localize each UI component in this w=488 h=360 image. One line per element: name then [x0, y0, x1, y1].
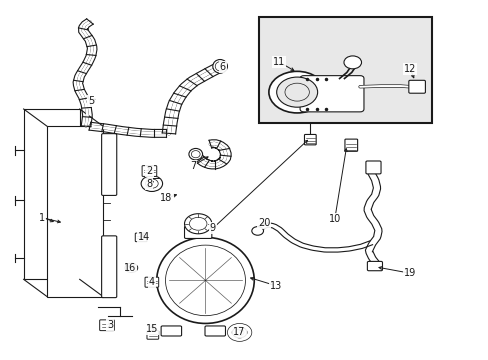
- Circle shape: [184, 214, 211, 234]
- FancyBboxPatch shape: [161, 326, 181, 336]
- FancyBboxPatch shape: [100, 320, 114, 330]
- FancyBboxPatch shape: [408, 80, 425, 93]
- Text: 2: 2: [146, 166, 152, 176]
- Text: 6: 6: [219, 62, 225, 72]
- Ellipse shape: [157, 237, 254, 323]
- Ellipse shape: [188, 148, 202, 160]
- Text: 18: 18: [160, 193, 172, 203]
- FancyBboxPatch shape: [147, 330, 158, 339]
- Text: 10: 10: [328, 215, 340, 224]
- FancyBboxPatch shape: [204, 326, 225, 336]
- FancyBboxPatch shape: [135, 233, 147, 242]
- Text: 14: 14: [138, 232, 150, 242]
- Text: 11: 11: [272, 57, 284, 67]
- Text: 3: 3: [107, 320, 113, 330]
- Circle shape: [251, 226, 263, 235]
- FancyBboxPatch shape: [365, 161, 380, 174]
- Bar: [23, 109, 80, 279]
- FancyBboxPatch shape: [102, 236, 117, 298]
- Text: 16: 16: [123, 263, 136, 273]
- Circle shape: [127, 265, 135, 271]
- Circle shape: [145, 179, 158, 188]
- Text: 8: 8: [146, 179, 152, 189]
- Circle shape: [343, 56, 361, 69]
- Text: 4: 4: [148, 277, 155, 287]
- FancyBboxPatch shape: [102, 134, 117, 195]
- Text: 19: 19: [404, 268, 416, 278]
- Circle shape: [235, 329, 244, 336]
- Ellipse shape: [191, 150, 200, 158]
- Bar: [47, 126, 103, 297]
- FancyBboxPatch shape: [366, 261, 382, 271]
- FancyBboxPatch shape: [300, 76, 363, 112]
- Text: 20: 20: [257, 218, 270, 228]
- Bar: [259, 17, 431, 123]
- Circle shape: [227, 323, 251, 341]
- Text: 1: 1: [39, 213, 45, 222]
- Text: 12: 12: [403, 64, 416, 74]
- Text: 5: 5: [88, 96, 94, 106]
- FancyBboxPatch shape: [142, 166, 157, 176]
- FancyBboxPatch shape: [304, 134, 316, 145]
- Ellipse shape: [165, 245, 245, 316]
- Ellipse shape: [212, 59, 227, 73]
- Circle shape: [232, 327, 246, 338]
- Polygon shape: [253, 223, 372, 252]
- FancyBboxPatch shape: [184, 226, 211, 238]
- Polygon shape: [364, 172, 381, 266]
- Text: 13: 13: [269, 281, 282, 291]
- Circle shape: [276, 77, 317, 107]
- Circle shape: [268, 71, 325, 113]
- Circle shape: [189, 217, 206, 230]
- Text: 9: 9: [209, 224, 215, 233]
- Circle shape: [141, 176, 162, 192]
- Circle shape: [285, 83, 309, 101]
- Text: 7: 7: [190, 161, 196, 171]
- Ellipse shape: [215, 62, 224, 71]
- FancyBboxPatch shape: [145, 277, 158, 287]
- FancyBboxPatch shape: [344, 139, 357, 151]
- Text: 17: 17: [233, 327, 245, 337]
- Text: 15: 15: [145, 324, 158, 334]
- Circle shape: [125, 263, 138, 273]
